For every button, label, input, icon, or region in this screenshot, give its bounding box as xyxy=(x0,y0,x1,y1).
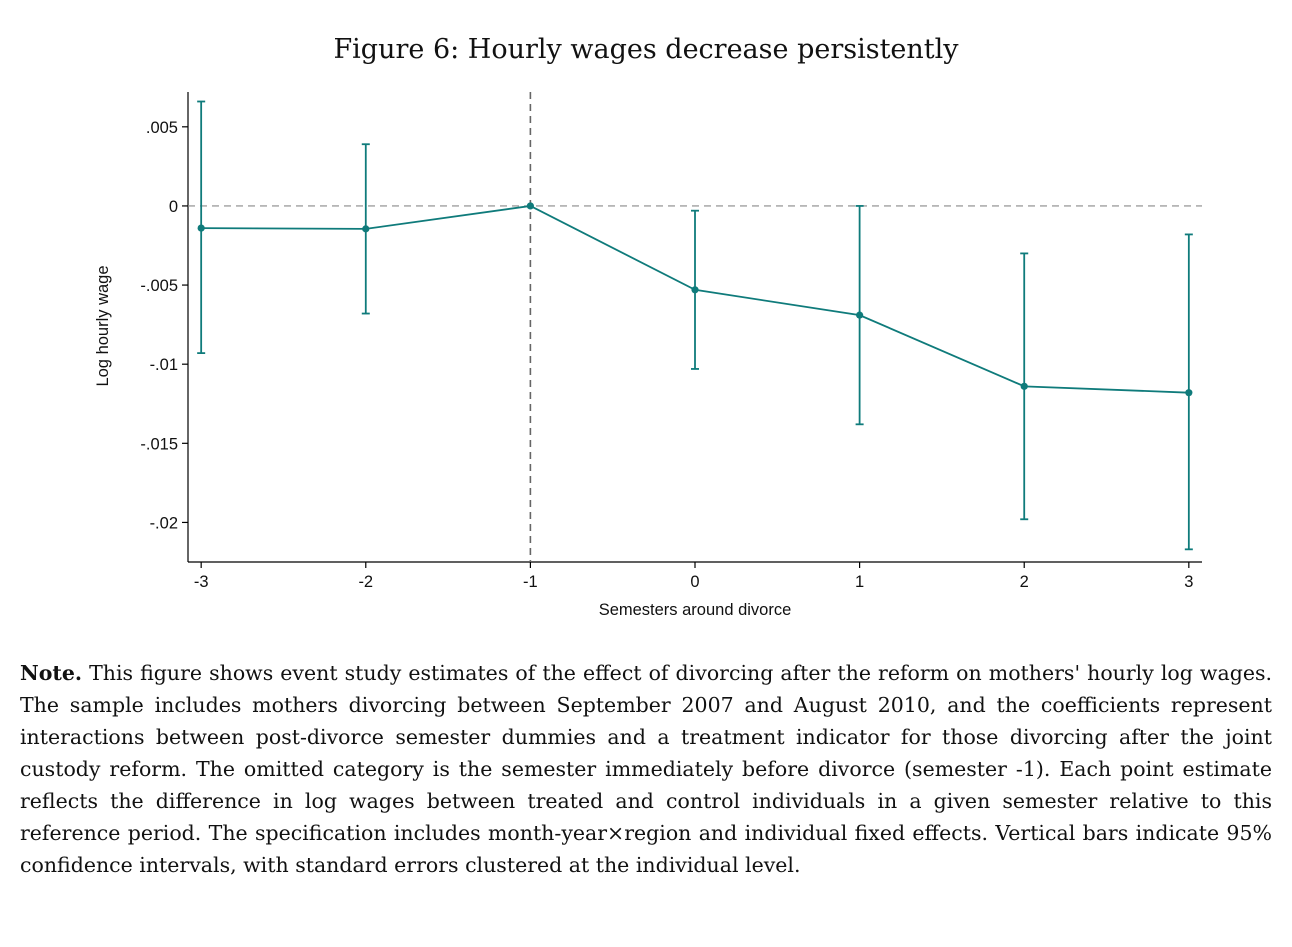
note-text: This figure shows event study estimates … xyxy=(20,661,1272,877)
x-tick-label: 3 xyxy=(1184,573,1193,591)
estimate-point xyxy=(1020,382,1028,390)
estimate-point xyxy=(197,224,205,232)
x-tick-label: -2 xyxy=(358,573,373,591)
reference-lines xyxy=(188,92,1202,562)
y-tick-label: -.005 xyxy=(140,277,178,295)
estimate-point xyxy=(526,202,534,210)
x-tick-label: 2 xyxy=(1020,573,1029,591)
note-label: Note. xyxy=(20,661,83,685)
estimate-point xyxy=(362,225,370,233)
x-tick-label: -1 xyxy=(523,573,538,591)
y-tick-label: -.02 xyxy=(150,514,178,532)
axis-labels: Semesters around divorce Log hourly wage xyxy=(94,265,791,619)
chart-axes: .005 0 -.005 -.01 -.015 -.02 -3 -2 -1 0 1 2 3 xyxy=(140,92,1202,591)
x-tick-label: -3 xyxy=(194,573,209,591)
estimate-point xyxy=(856,311,864,319)
event-study-chart: .005 0 -.005 -.01 -.015 -.02 -3 -2 -1 0 1 2 3 Semest… xyxy=(94,92,1202,619)
confidence-intervals xyxy=(197,100,1193,551)
y-tick-label: -.01 xyxy=(150,356,178,374)
estimate-point xyxy=(691,286,699,294)
estimate-series xyxy=(197,202,1193,397)
y-tick-label: -.015 xyxy=(140,435,178,453)
estimate-point xyxy=(1185,389,1193,397)
y-tick-label: 0 xyxy=(169,198,178,216)
x-axis-title: Semesters around divorce xyxy=(599,601,792,619)
y-axis-title: Log hourly wage xyxy=(94,265,112,386)
figure-title: Figure 6: Hourly wages decrease persiste… xyxy=(333,34,959,65)
figure-note: Note. This figure shows event study esti… xyxy=(20,657,1272,881)
x-tick-label: 1 xyxy=(855,573,864,591)
y-tick-label: .005 xyxy=(146,119,178,137)
x-tick-label: 0 xyxy=(690,573,699,591)
